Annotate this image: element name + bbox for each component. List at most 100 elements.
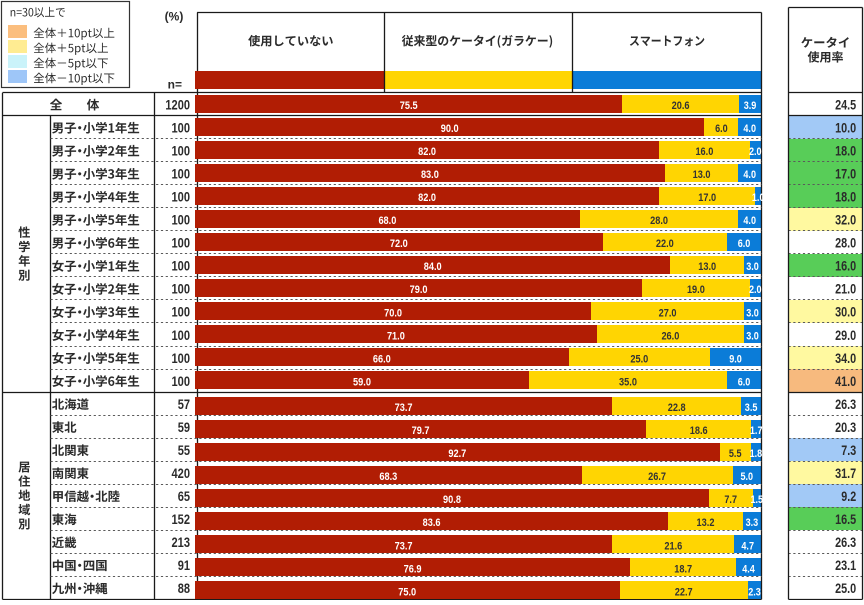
svg-text:10.0: 10.0 — [835, 121, 856, 136]
svg-text:73.7: 73.7 — [395, 402, 413, 414]
svg-text:1.8: 1.8 — [750, 448, 763, 460]
svg-text:16.0: 16.0 — [695, 146, 713, 158]
svg-text:90.8: 90.8 — [443, 494, 461, 506]
svg-text:100: 100 — [172, 190, 191, 205]
svg-text:13.0: 13.0 — [693, 169, 711, 181]
svg-text:18.6: 18.6 — [690, 425, 708, 437]
svg-text:76.9: 76.9 — [404, 563, 422, 575]
svg-text:3.0: 3.0 — [746, 261, 759, 273]
svg-text:2.0: 2.0 — [749, 146, 762, 158]
svg-text:152: 152 — [172, 512, 191, 527]
svg-text:100: 100 — [172, 282, 191, 297]
svg-text:20.3: 20.3 — [835, 420, 856, 435]
svg-text:41.0: 41.0 — [835, 374, 856, 389]
svg-text:(%): (%) — [165, 9, 184, 23]
svg-text:22.7: 22.7 — [675, 586, 693, 598]
svg-text:n=: n= — [168, 77, 182, 91]
svg-text:100: 100 — [172, 374, 191, 389]
svg-text:26.0: 26.0 — [661, 330, 679, 342]
svg-text:25.0: 25.0 — [835, 581, 856, 596]
svg-text:100: 100 — [172, 144, 191, 159]
svg-text:13.0: 13.0 — [698, 261, 716, 273]
svg-text:18.0: 18.0 — [835, 144, 856, 159]
svg-text:17.0: 17.0 — [698, 192, 716, 204]
svg-text:75.5: 75.5 — [400, 100, 418, 112]
svg-text:82.0: 82.0 — [418, 146, 436, 158]
svg-text:6.0: 6.0 — [738, 238, 751, 250]
svg-text:9.0: 9.0 — [729, 353, 742, 365]
svg-text:7.3: 7.3 — [841, 443, 856, 458]
svg-text:34.0: 34.0 — [835, 351, 856, 366]
svg-text:13.2: 13.2 — [697, 517, 715, 529]
svg-text:18.0: 18.0 — [835, 190, 856, 205]
svg-text:73.7: 73.7 — [395, 540, 413, 552]
svg-text:3.3: 3.3 — [746, 517, 759, 529]
svg-text:57: 57 — [178, 397, 190, 412]
svg-text:90.0: 90.0 — [441, 123, 459, 135]
svg-text:79.7: 79.7 — [412, 425, 430, 437]
svg-text:25.0: 25.0 — [630, 353, 648, 365]
svg-text:18.7: 18.7 — [674, 563, 692, 575]
svg-text:7.7: 7.7 — [724, 494, 737, 506]
svg-text:1.5: 1.5 — [751, 494, 764, 506]
svg-text:82.0: 82.0 — [418, 192, 436, 204]
svg-text:1200: 1200 — [165, 98, 190, 113]
svg-text:26.3: 26.3 — [835, 535, 856, 550]
svg-text:213: 213 — [172, 535, 191, 550]
svg-text:32.0: 32.0 — [835, 213, 856, 228]
svg-text:4.4: 4.4 — [742, 563, 755, 575]
svg-text:31.7: 31.7 — [835, 466, 856, 481]
svg-text:9.2: 9.2 — [841, 489, 856, 504]
svg-text:22.0: 22.0 — [656, 238, 674, 250]
svg-text:84.0: 84.0 — [424, 261, 442, 273]
svg-text:22.8: 22.8 — [668, 402, 686, 414]
svg-text:100: 100 — [172, 236, 191, 251]
svg-text:26.7: 26.7 — [648, 471, 666, 483]
svg-text:16.0: 16.0 — [835, 259, 856, 274]
svg-text:3.5: 3.5 — [745, 402, 758, 414]
svg-text:4.0: 4.0 — [743, 169, 756, 181]
svg-text:28.0: 28.0 — [650, 215, 668, 227]
svg-text:83.0: 83.0 — [421, 169, 439, 181]
svg-text:5.5: 5.5 — [729, 448, 742, 460]
svg-text:88: 88 — [178, 581, 191, 596]
svg-text:30.0: 30.0 — [835, 305, 856, 320]
svg-text:100: 100 — [172, 121, 191, 136]
svg-text:26.3: 26.3 — [835, 397, 856, 412]
svg-text:79.0: 79.0 — [410, 284, 428, 296]
svg-text:2.3: 2.3 — [748, 586, 761, 598]
svg-text:24.5: 24.5 — [835, 98, 856, 113]
svg-text:55: 55 — [178, 443, 191, 458]
svg-text:23.1: 23.1 — [835, 558, 856, 573]
svg-text:1.7: 1.7 — [750, 425, 763, 437]
svg-text:20.6: 20.6 — [672, 100, 690, 112]
svg-text:21.0: 21.0 — [835, 282, 856, 297]
svg-text:3.0: 3.0 — [746, 307, 759, 319]
svg-text:1.0: 1.0 — [752, 192, 765, 204]
svg-text:21.6: 21.6 — [664, 540, 682, 552]
svg-text:100: 100 — [172, 328, 191, 343]
svg-text:100: 100 — [172, 305, 191, 320]
svg-text:17.0: 17.0 — [835, 167, 856, 182]
svg-text:75.0: 75.0 — [398, 586, 416, 598]
svg-text:4.0: 4.0 — [743, 123, 756, 135]
svg-text:16.5: 16.5 — [835, 512, 856, 527]
svg-text:59: 59 — [178, 420, 191, 435]
svg-text:28.0: 28.0 — [835, 236, 856, 251]
svg-text:6.0: 6.0 — [738, 376, 751, 388]
svg-text:4.7: 4.7 — [741, 540, 754, 552]
svg-text:100: 100 — [172, 167, 191, 182]
svg-text:35.0: 35.0 — [619, 376, 637, 388]
svg-text:66.0: 66.0 — [373, 353, 391, 365]
svg-text:100: 100 — [172, 351, 191, 366]
svg-text:71.0: 71.0 — [387, 330, 405, 342]
svg-text:2.0: 2.0 — [749, 284, 762, 296]
svg-text:91: 91 — [178, 558, 191, 573]
svg-text:65: 65 — [178, 489, 191, 504]
svg-text:70.0: 70.0 — [384, 307, 402, 319]
svg-text:3.9: 3.9 — [744, 100, 757, 112]
svg-text:72.0: 72.0 — [390, 238, 408, 250]
svg-text:4.0: 4.0 — [743, 215, 756, 227]
svg-text:420: 420 — [172, 466, 191, 481]
svg-text:68.0: 68.0 — [378, 215, 396, 227]
